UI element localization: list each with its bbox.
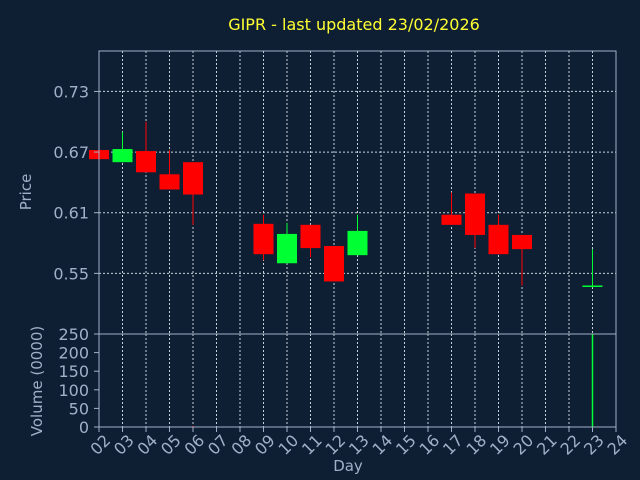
- price-y-tick-label: 0.55: [53, 264, 89, 283]
- candle-down: [488, 224, 509, 255]
- chart-title: GIPR - last updated 23/02/2026: [228, 15, 480, 34]
- candle-up: [347, 230, 368, 256]
- candle-down: [159, 174, 180, 190]
- candle-down: [136, 151, 156, 173]
- candle-down: [253, 223, 274, 255]
- volume-y-tick-label: 0: [79, 418, 89, 437]
- price-y-tick-label: 0.73: [53, 82, 89, 101]
- candle-down: [324, 246, 344, 282]
- price-candles: [89, 121, 603, 288]
- candle-down: [512, 234, 532, 250]
- volume-axis-label: Volume (0000): [28, 326, 46, 436]
- volume-y-tick-label: 150: [58, 362, 89, 381]
- volume-y-tick-label: 100: [58, 381, 89, 400]
- candle-down: [441, 214, 462, 225]
- candle-up: [112, 149, 133, 163]
- x-tick-label: 24: [603, 431, 631, 459]
- candle-down: [465, 193, 485, 235]
- price-y-tick-label: 0.67: [53, 143, 89, 162]
- x-axis-label: Day: [333, 457, 363, 475]
- candle-up: [582, 285, 603, 287]
- price-y-ticks: 0.55 0.61 0.67 0.73: [53, 82, 99, 283]
- volume-y-tick-label: 250: [58, 325, 89, 344]
- price-axis-label: Price: [17, 174, 35, 211]
- volume-grid: [98, 334, 617, 427]
- price-grid: [98, 51, 617, 334]
- candle-down: [183, 162, 203, 195]
- x-ticks: 0203040506070809101112131415161718192021…: [86, 427, 631, 459]
- volume-bars: [192, 334, 594, 427]
- candle-down: [300, 224, 321, 249]
- candle-up: [277, 233, 297, 264]
- price-y-tick-label: 0.61: [53, 204, 89, 223]
- volume-y-tick-label: 200: [58, 344, 89, 363]
- volume-y-tick-label: 50: [69, 399, 89, 418]
